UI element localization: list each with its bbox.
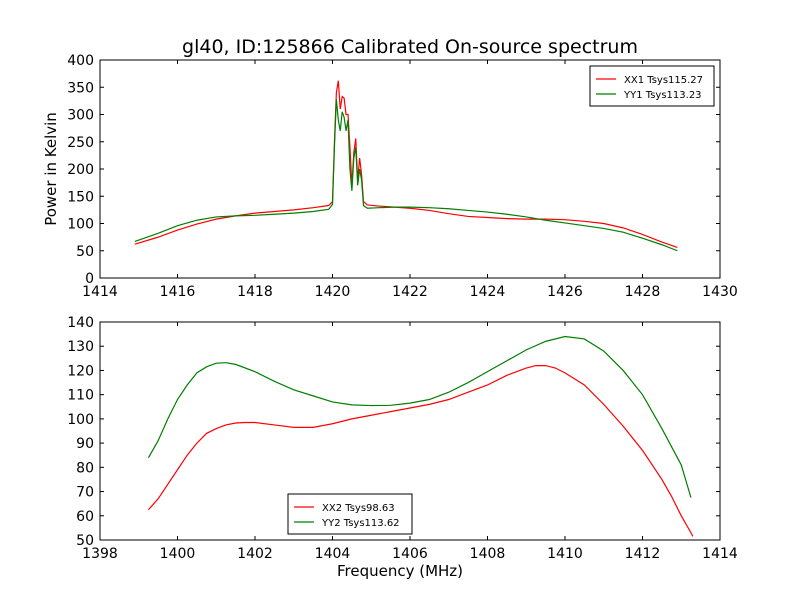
top-panel: 1414 1416 1418 1420 1422 1424 1426 1428 1430 0 50 1… <box>42 53 738 300</box>
x-tick-label: 1398 <box>82 546 118 562</box>
y-tick-label: 50 <box>76 244 94 260</box>
series-line-yy1 <box>134 99 678 252</box>
y-tick-label: 50 <box>76 533 94 549</box>
y-tick-label: 100 <box>67 412 94 428</box>
x-axis-label: Frequency (MHz) <box>337 562 463 580</box>
x-tick-label: 1426 <box>547 284 583 300</box>
y-tick-label: 100 <box>67 217 94 233</box>
x-tick-label: 1400 <box>160 546 196 562</box>
y-tick-label: 90 <box>76 436 94 452</box>
y-tick-label: 150 <box>67 189 94 205</box>
x-tick-label: 1412 <box>625 546 661 562</box>
x-tick-label: 1410 <box>547 546 583 562</box>
y-tick-label: 300 <box>67 108 94 124</box>
y-tick-label: 60 <box>76 509 94 525</box>
legend-label: XX2 Tsys98.63 <box>322 503 395 514</box>
x-tick-label: 1420 <box>315 284 351 300</box>
y-tick-label: 120 <box>67 363 94 379</box>
series-line-xx2 <box>147 365 694 537</box>
y-tick-label: 130 <box>67 339 94 355</box>
legend: XX2 Tsys98.63 YY2 Tsys113.62 <box>287 493 413 535</box>
x-tick-label: 1414 <box>702 546 738 562</box>
y-tick-label: 400 <box>67 53 94 69</box>
x-tick-label: 1424 <box>470 284 506 300</box>
x-tick-label: 1408 <box>470 546 506 562</box>
x-tick-label: 1414 <box>82 284 118 300</box>
legend-box <box>287 493 413 535</box>
x-tick-label: 1422 <box>392 284 428 300</box>
legend-label: YY2 Tsys113.62 <box>321 518 400 529</box>
x-tick-label: 1404 <box>315 546 351 562</box>
legend-box <box>589 65 715 107</box>
figure-title: gl40, ID:125866 Calibrated On-source spe… <box>182 36 638 58</box>
x-tick-label: 1416 <box>160 284 196 300</box>
y-tick-label: 80 <box>76 460 94 476</box>
y-tick-label: 250 <box>67 135 94 151</box>
y-tick-label: 0 <box>85 271 94 287</box>
bottom-panel: 1398 1400 1402 1404 1406 1408 1410 1412 1414 50 60… <box>67 315 738 580</box>
y-tick-label: 110 <box>67 388 94 404</box>
y-tick-label: 200 <box>67 162 94 178</box>
series-line-yy2 <box>147 335 692 498</box>
x-tick-label: 1406 <box>392 546 428 562</box>
x-tick-label: 1428 <box>625 284 661 300</box>
y-tick-label: 70 <box>76 485 94 501</box>
y-tick-label: 140 <box>67 315 94 331</box>
y-axis-label: Power in Kelvin <box>42 112 60 226</box>
y-tick-label: 350 <box>67 80 94 96</box>
x-tick-label: 1402 <box>237 546 273 562</box>
legend-label: YY1 Tsys113.23 <box>623 90 702 101</box>
legend: XX1 Tsys115.27 YY1 Tsys113.23 <box>589 65 715 107</box>
legend-label: XX1 Tsys115.27 <box>624 75 703 86</box>
x-tick-label: 1418 <box>237 284 273 300</box>
x-tick-label: 1430 <box>702 284 738 300</box>
